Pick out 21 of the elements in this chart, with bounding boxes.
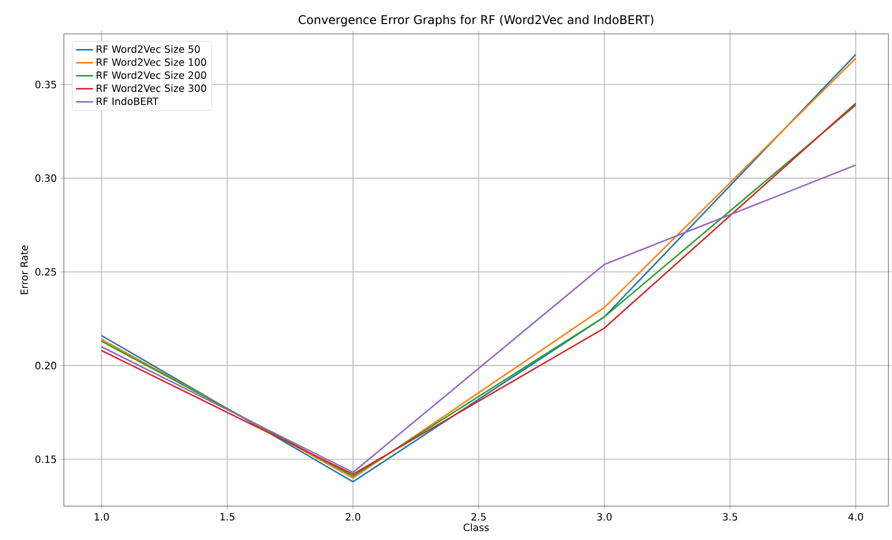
chart-title: Convergence Error Graphs for RF (Word2Vec and IndoBERT)	[298, 14, 654, 26]
legend-label: RF Word2Vec Size 100	[96, 58, 206, 66]
x-tick-label: 4.0	[848, 513, 863, 521]
legend-label: RF Word2Vec Size 300	[96, 84, 206, 92]
y-tick-label: 0.35	[35, 80, 56, 88]
x-tick-label: 1.5	[220, 513, 234, 520]
x-tick-label: 2.0	[346, 513, 360, 521]
x-axis-title: Class	[464, 523, 489, 532]
y-tick-label: 0.20	[35, 362, 56, 370]
line-series	[100, 164, 856, 474]
x-tick-label: 3.0	[597, 513, 612, 521]
y-tick-label: 0.30	[35, 174, 56, 182]
y-tick-label: 0.15	[35, 455, 56, 463]
y-axis-title: Error Rate	[20, 245, 28, 294]
legend-label: RF Word2Vec Size 200	[96, 71, 206, 79]
y-tick-label: 0.25	[35, 268, 56, 276]
legend-label: RF IndoBERT	[96, 97, 159, 105]
x-tick-label: 1.0	[94, 513, 109, 521]
x-tick-label: 2.5	[471, 513, 486, 521]
x-tick-label: 3.5	[722, 513, 738, 521]
legend-label: RF Word2Vec Size 50	[96, 45, 200, 53]
